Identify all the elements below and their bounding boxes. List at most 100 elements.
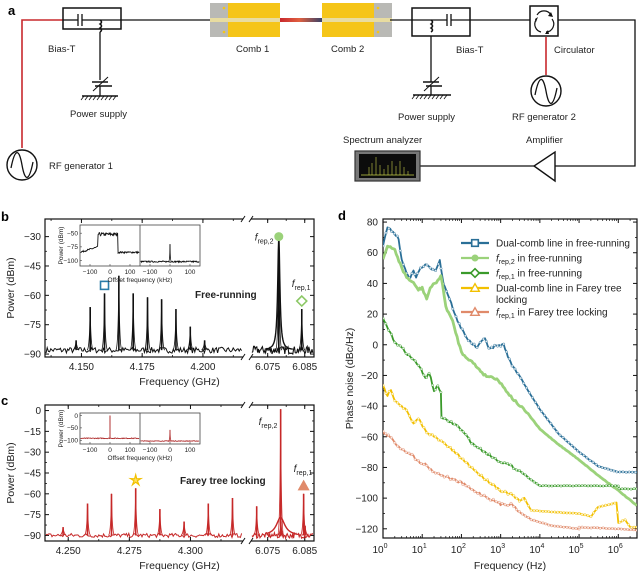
series-marker [490,345,494,349]
series-marker [384,432,388,436]
y-tick-label: −40 [361,402,378,413]
series-marker [533,400,537,404]
series-marker [482,450,486,454]
series-marker [383,316,385,320]
series-marker [396,444,400,448]
series-marker [529,518,533,522]
series-marker [431,433,435,437]
series-marker [535,509,539,513]
series-marker [393,441,397,445]
series-marker [387,226,391,230]
inset-x-tick-label: 100 [185,447,196,454]
series-marker [434,435,437,439]
series-marker [452,478,456,482]
bias-t-1-box [62,7,122,30]
series-marker [623,487,627,491]
series-marker [538,484,542,488]
series-marker [384,391,388,395]
series-marker [529,478,533,482]
series-marker [390,332,393,336]
axis-break-mark [248,401,254,409]
series-marker [499,344,503,348]
series-marker [398,404,402,408]
legend-marker-diamond [469,267,481,279]
series-marker [538,509,542,513]
series-marker [538,520,542,524]
series-marker [555,430,559,434]
series-marker [482,493,486,497]
series-marker [519,376,523,380]
series-marker [401,346,405,350]
peak-base [186,326,194,351]
series-marker [387,433,390,437]
series-marker [383,429,385,433]
series-marker [485,452,488,456]
y-tick-label: −75 [24,510,41,521]
axis-break-mark [240,401,246,409]
series-marker [598,484,602,488]
legend-marker-triangle-open [469,282,481,292]
series-marker [458,456,462,460]
series-marker [633,470,637,474]
series-marker [547,523,551,527]
series-marker [621,470,625,474]
series-marker [561,435,565,439]
rf-generator-2-icon [530,75,562,107]
series-marker [494,500,498,504]
series-marker [405,408,409,412]
series-marker [463,334,467,338]
series-marker [559,510,563,514]
x-tick-label: 6.075 [255,362,280,373]
series-marker [474,469,477,473]
series-marker [449,445,452,449]
series-marker [431,267,435,271]
peak-base [144,297,151,351]
series-marker [393,340,397,344]
x-tick-label: 103 [490,543,505,556]
series-marker [422,463,426,466]
series-marker [470,466,474,470]
series-marker [502,342,506,346]
series-marker [618,520,622,524]
series-marker [529,508,533,512]
series-marker [623,527,626,531]
series-marker [493,343,497,347]
series-marker [541,521,545,525]
peak-base [132,488,140,536]
series-marker [574,511,578,515]
series-marker [416,363,420,367]
series-marker [613,527,617,531]
y-tick-label: −80 [361,463,378,474]
series-marker [442,475,446,479]
series-marker [430,383,434,387]
x-tick-label: 4.275 [117,546,142,557]
series-marker [523,514,527,518]
series-marker [476,492,480,496]
series-marker [597,465,601,469]
series-marker [632,525,636,529]
series-marker [491,483,495,486]
y-tick-label: −30 [24,448,41,459]
x-tick-label: 100 [372,543,387,556]
series-marker [445,445,449,449]
series-marker [580,525,584,529]
series-line [383,244,637,507]
series-marker [467,485,471,489]
x-tick-label: 104 [529,543,544,556]
series-marker [387,328,390,332]
x-tick-label: 6.085 [292,546,317,557]
series-marker [562,525,566,529]
series-marker [467,437,471,440]
series-marker [419,462,423,465]
series-marker [589,526,593,530]
series-marker [497,500,501,504]
series-marker [425,376,429,379]
series-marker [460,327,464,331]
y-tick-label: 60 [367,248,379,259]
series-marker [615,470,619,474]
bias-t-2-label: Bias-T [456,45,484,56]
series-marker [390,230,394,233]
series-marker [493,456,497,460]
axis-break-mark [248,353,254,361]
series-marker [576,449,580,453]
